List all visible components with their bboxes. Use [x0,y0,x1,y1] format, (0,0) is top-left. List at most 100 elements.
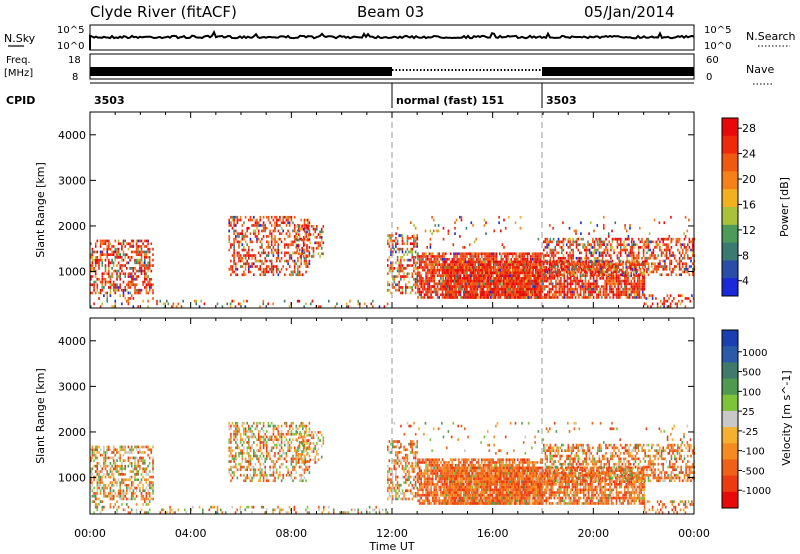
heatmap-cell [108,448,110,452]
heatmap-cell [144,264,146,267]
heatmap-cell [509,266,511,269]
heatmap-cell [461,296,463,299]
heatmap-cell [682,270,684,274]
heatmap-cell [476,282,479,286]
heatmap-cell [540,274,543,277]
date-title: 05/Jan/2014 [584,3,675,21]
heatmap-cell [522,279,525,283]
heatmap-cell [292,270,294,274]
heatmap-cell [239,302,242,306]
heatmap-cell [116,464,118,468]
heatmap-cell [628,282,631,286]
heatmap-cell [538,268,540,272]
heatmap-cell [182,299,184,303]
heatmap-cell [152,483,154,487]
heatmap-cell [119,267,121,270]
heatmap-cell [619,240,622,244]
heatmap-cell [633,285,636,288]
heatmap-cell [646,297,649,300]
heatmap-cell [298,225,300,228]
heatmap-cell [116,269,118,273]
heatmap-cell [617,296,619,299]
heatmap-cell [228,218,230,222]
heatmap-cell [108,261,110,265]
heatmap-cell [127,456,130,460]
heatmap-cell [428,252,431,256]
heatmap-cell [539,252,542,256]
heatmap-cell [274,221,276,225]
heatmap-cell [233,262,235,266]
heatmap-cell [572,243,574,246]
heatmap-cell [406,239,409,243]
heatmap-cell [673,254,676,257]
heatmap-cell [231,457,234,461]
heatmap-cell [486,266,489,269]
heatmap-cell [93,486,95,490]
heatmap-cell [682,251,684,255]
heatmap-cell [518,252,521,256]
heatmap-cell [601,267,604,271]
heatmap-cell [522,260,525,264]
heatmap-cell [506,285,508,288]
heatmap-cell [522,268,525,272]
heatmap-cell [395,242,397,246]
heatmap-cell [98,277,100,281]
heatmap-cell [647,246,650,249]
heatmap-cell [456,296,458,299]
heatmap-cell [535,279,538,283]
heatmap-cell [287,218,289,222]
heatmap-cell [147,283,149,287]
heatmap-cell [475,274,477,277]
heatmap-cell [590,254,592,257]
heatmap-cell [599,263,601,266]
heatmap-cell [622,260,624,264]
heatmap-cell [620,293,623,297]
heatmap-cell [664,262,666,266]
heatmap-cell [124,478,126,482]
heatmap-cell [649,240,651,244]
heatmap-cell [114,462,117,465]
heatmap-cell [452,243,455,246]
heatmap-cell [561,248,563,252]
heatmap-cell [659,262,661,266]
heatmap-cell [530,287,533,291]
heatmap-cell [148,264,151,267]
heatmap-cell [574,267,576,271]
heatmap-cell [244,232,247,235]
heatmap-cell [616,246,619,249]
heatmap-cell [140,253,143,256]
heatmap-cell [583,267,586,271]
heatmap-cell [448,266,451,269]
heatmap-cell [655,256,658,260]
heatmap-cell [617,266,619,269]
heatmap-cell [627,290,629,294]
heatmap-cell [652,262,655,266]
heatmap-cell [583,290,585,294]
heatmap-cell [578,293,580,297]
heatmap-cell [614,282,616,286]
heatmap-cell [501,287,503,291]
heatmap-cell [646,243,648,246]
heatmap-cell [524,271,526,275]
heatmap-cell [248,248,250,252]
heatmap-cell [514,285,516,288]
heatmap-cell [559,270,561,274]
heatmap-cell [129,489,131,493]
heatmap-cell [144,253,146,256]
heatmap-cell [605,254,607,257]
heatmap-cell [669,305,672,308]
heatmap-cell [292,259,294,263]
heatmap-cell [577,237,579,241]
heatmap-cell [501,268,503,272]
heatmap-cell [586,274,588,277]
heatmap-cell [504,266,507,269]
heatmap-cell [663,297,665,300]
heatmap-cell [433,274,436,277]
heatmap-cell [122,459,125,462]
heatmap-cell [502,268,504,272]
heatmap-cell [285,215,288,219]
heatmap-cell [633,282,636,286]
heatmap-cell [98,486,100,490]
heatmap-cell [507,255,509,258]
